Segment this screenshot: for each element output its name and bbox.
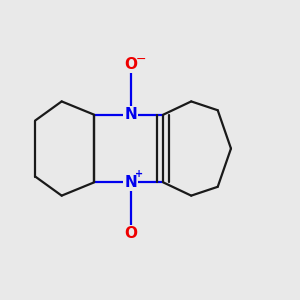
- Text: N: N: [124, 107, 137, 122]
- Text: O: O: [124, 226, 137, 242]
- Text: O: O: [124, 57, 137, 72]
- Text: −: −: [136, 53, 146, 66]
- Text: N: N: [124, 175, 137, 190]
- Text: +: +: [135, 169, 143, 179]
